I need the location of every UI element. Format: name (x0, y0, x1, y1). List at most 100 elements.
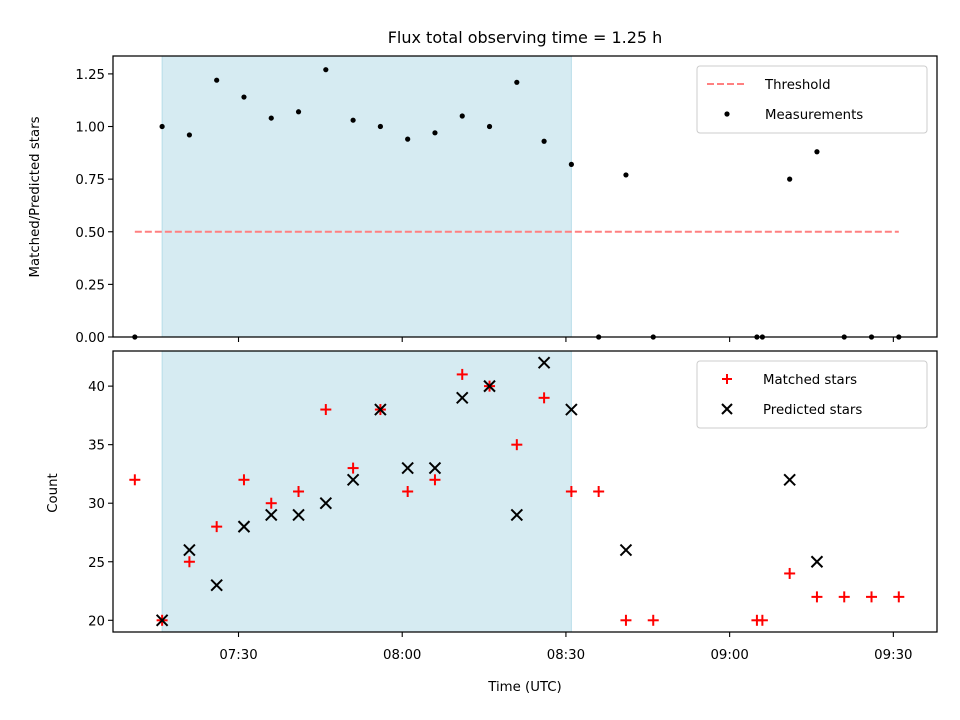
data-point (787, 176, 793, 182)
legend-measurements-label: Measurements (765, 108, 863, 123)
data-point (428, 461, 442, 475)
data-point (565, 403, 578, 416)
bottom-legend-frame (696, 360, 928, 429)
data-point (893, 591, 905, 603)
data-point (619, 543, 633, 557)
top-plot-area: 0.00 0.25 0.50 0.75 1.00 1.25 (75, 55, 938, 346)
data-point (350, 117, 356, 123)
data-point (647, 614, 659, 626)
y-tick-label: 30 (88, 497, 105, 512)
data-point (510, 508, 524, 522)
data-point (401, 461, 414, 475)
data-point (210, 578, 223, 592)
data-point (374, 403, 387, 416)
top-legend-frame (696, 65, 928, 134)
data-point (456, 391, 469, 405)
observing-interval-shade (161, 350, 572, 633)
data-point (186, 132, 192, 138)
data-point (483, 379, 496, 393)
data-point (810, 555, 824, 568)
data-point (319, 497, 333, 510)
x-tick-label: 09:00 (710, 648, 748, 663)
data-point (568, 161, 574, 168)
observing-interval-shade (161, 55, 572, 338)
data-point (756, 614, 768, 626)
x-tick-label: 09:30 (874, 648, 912, 663)
top-legend: Threshold Measurements (696, 65, 928, 134)
data-point (265, 508, 278, 522)
legend-predicted-swatch (721, 403, 733, 415)
series-predicted-stars (155, 356, 824, 627)
data-point (486, 123, 493, 130)
data-point (211, 521, 223, 533)
y-tick-label: 0.25 (75, 278, 105, 293)
data-point (323, 67, 329, 73)
x-tick-label: 08:00 (383, 648, 421, 663)
data-point (459, 113, 465, 119)
data-point (214, 77, 220, 83)
legend-predicted-label: Predicted stars (763, 403, 862, 418)
data-point (432, 130, 438, 136)
data-point (541, 138, 547, 144)
data-point (265, 497, 277, 509)
data-point (565, 486, 577, 497)
data-point (405, 136, 411, 142)
top-chart-title: Flux total observing time = 1.25 h (388, 28, 663, 47)
axes-frame (112, 55, 938, 338)
y-tick-label: 1.25 (75, 68, 105, 83)
data-point (866, 591, 878, 603)
data-point (268, 115, 274, 121)
bottom-panel: 20 25 30 35 40 07:30 08:00 08:30 09:00 09:30 Time… (46, 350, 938, 695)
bottom-y-axis-label: Count (46, 473, 61, 513)
data-point (623, 172, 629, 178)
top-y-axis-label: Matched/Predicted stars (28, 116, 43, 277)
data-point (320, 404, 332, 416)
data-point (511, 439, 523, 451)
data-point (241, 94, 247, 100)
data-point (238, 474, 250, 486)
data-point (155, 614, 169, 627)
y-tick-label: 25 (88, 556, 105, 571)
bottom-x-axis-label: Time (UTC) (487, 680, 562, 695)
legend-threshold-label: Threshold (764, 78, 831, 93)
y-tick-label: 0.00 (75, 331, 105, 346)
data-point (377, 123, 383, 130)
data-point (514, 79, 520, 85)
legend-matched-label: Matched stars (763, 373, 857, 388)
data-point (838, 591, 850, 603)
legend-matched-swatch (722, 374, 732, 384)
data-point (237, 520, 251, 533)
bottom-plot-area: 20 25 30 35 40 07:30 08:00 08:30 09:00 09:30 (88, 350, 938, 663)
axes-frame (112, 350, 938, 633)
data-point (183, 543, 196, 557)
y-tick-label: 35 (88, 439, 105, 454)
data-point (159, 123, 165, 130)
data-point (456, 368, 468, 380)
data-point (183, 556, 195, 568)
data-point (620, 614, 632, 626)
x-tick-label: 08:30 (547, 648, 585, 663)
data-point (783, 473, 796, 486)
data-point (784, 567, 796, 579)
data-point (292, 508, 305, 522)
y-tick-label: 0.50 (75, 226, 105, 241)
data-point (402, 486, 414, 497)
y-tick-label: 40 (88, 380, 105, 395)
data-point (538, 392, 550, 404)
data-point (293, 486, 305, 497)
legend-measurements-swatch (724, 111, 730, 117)
top-panel: Flux total observing time = 1.25 h 0.000… (28, 28, 938, 346)
y-tick-label: 20 (88, 614, 105, 629)
bottom-legend: Matched stars Predicted stars (696, 360, 928, 429)
data-point (593, 486, 605, 497)
data-point (814, 149, 820, 155)
y-tick-label: 0.75 (75, 173, 105, 188)
data-point (129, 474, 141, 486)
data-point (347, 462, 359, 474)
data-point (295, 109, 302, 115)
x-tick-label: 07:30 (219, 648, 257, 663)
y-tick-label: 1.00 (75, 121, 105, 136)
data-point (537, 356, 551, 369)
series-measurements (132, 67, 902, 340)
